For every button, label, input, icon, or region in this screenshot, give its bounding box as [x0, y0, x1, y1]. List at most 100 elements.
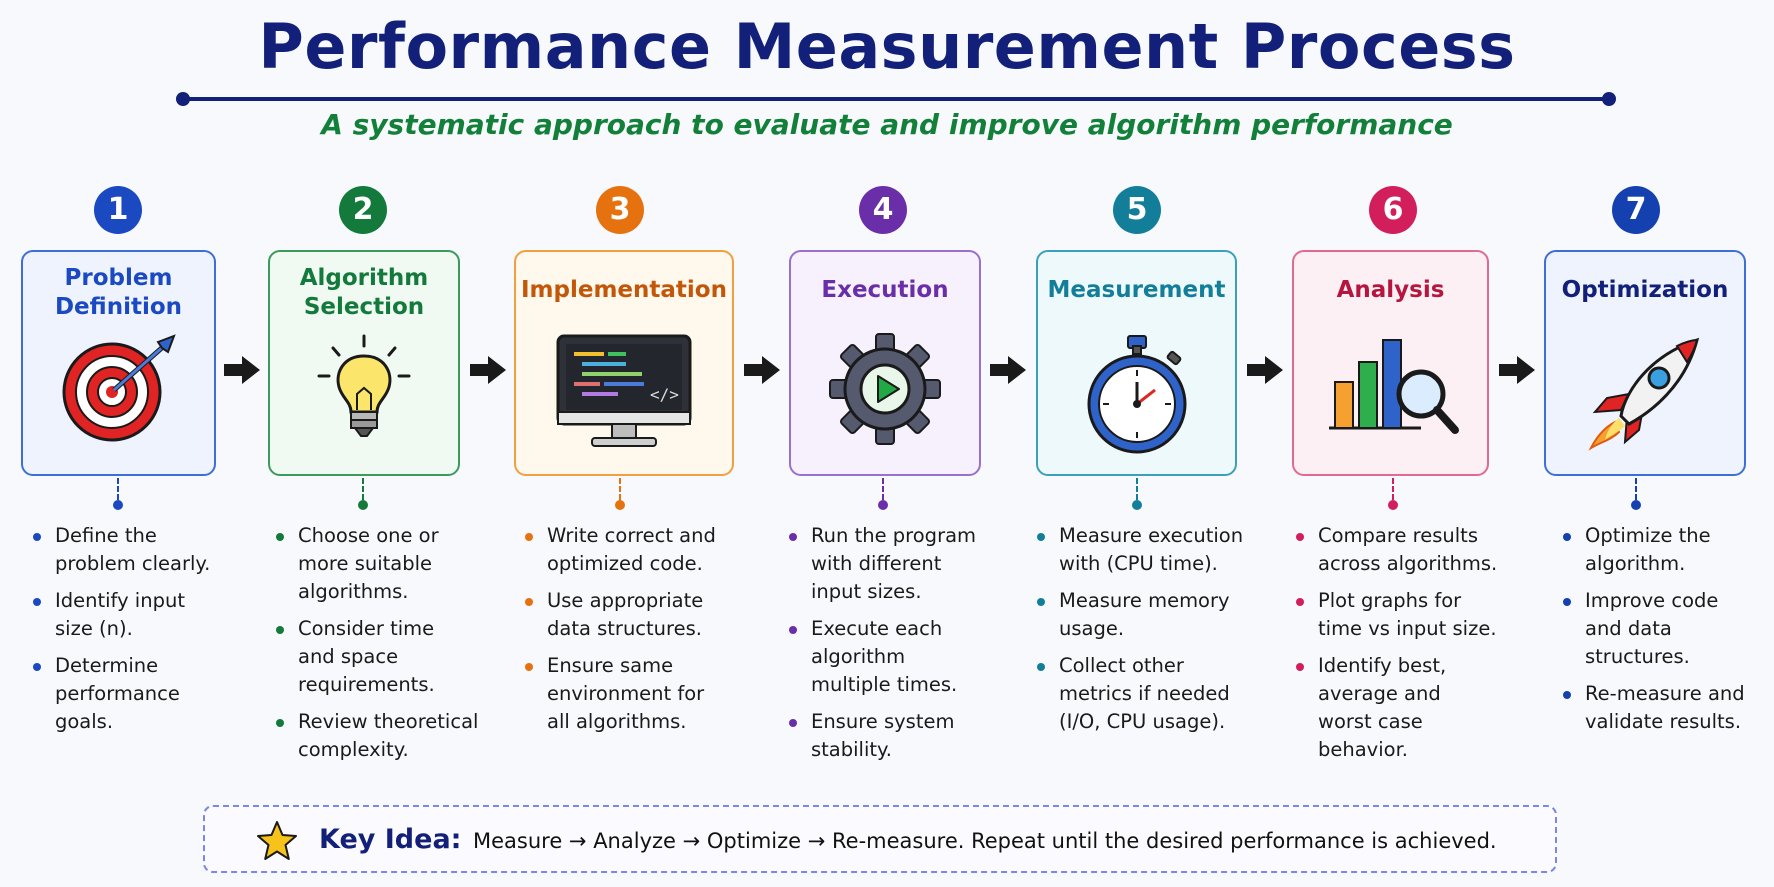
- bullet-text-line: with different: [811, 552, 942, 575]
- connector-dot: [113, 500, 123, 510]
- bullet-text-line: stability.: [811, 738, 892, 761]
- step-number-badge: 1: [94, 186, 142, 234]
- bullet-item: Execute each algorithm multiple times.: [789, 615, 976, 699]
- bullet-text-line: (I/O, CPU usage).: [1059, 710, 1226, 733]
- step-card: Implementation </>: [514, 250, 734, 476]
- bullet-text-line: usage.: [1059, 617, 1125, 640]
- step-card: Measurement: [1036, 250, 1237, 476]
- bullet-text-line: Write correct and: [547, 524, 716, 547]
- bullet-dot: [1296, 533, 1304, 541]
- bullet-item: Identify best, average and worst case behav…: [1296, 652, 1497, 764]
- step-bullet-list: Choose one or more suitable algorithms. Con…: [276, 522, 478, 773]
- underline-right-dot: [1602, 92, 1616, 106]
- bullet-item: Ensure system stability.: [789, 708, 976, 764]
- bullet-dot: [525, 663, 533, 671]
- step-bullet-list: Optimize the algorithm. Improve code and da…: [1563, 522, 1745, 745]
- bullet-text-line: problem clearly.: [55, 552, 211, 575]
- bullet-text-line: algorithm: [811, 645, 906, 668]
- right-arrow-icon: [1245, 354, 1285, 386]
- bullet-text-line: Ensure system: [811, 710, 955, 733]
- monitor-code-icon: </>: [554, 332, 694, 456]
- step-title: Analysis: [1294, 276, 1487, 305]
- bullet-text-line: Identify best,: [1318, 654, 1447, 677]
- bullet-dot: [276, 719, 284, 727]
- bullet-item: Consider time and space requirements.: [276, 615, 478, 699]
- bullet-item: Improve code and data structures.: [1563, 587, 1745, 671]
- bullet-text-line: Identify input: [55, 589, 185, 612]
- bullet-text-line: Consider time: [298, 617, 435, 640]
- step-title: Measurement: [1038, 276, 1235, 305]
- step-connector: [882, 478, 884, 500]
- step-bullet-list: Compare results across algorithms. Plot gr…: [1296, 522, 1497, 773]
- step-connector: [117, 478, 119, 500]
- star-icon: [257, 821, 297, 860]
- page-title: Performance Measurement Process: [258, 10, 1516, 83]
- bullet-text-line: and data: [1585, 617, 1672, 640]
- bullet-item: Plot graphs for time vs input size.: [1296, 587, 1497, 643]
- step-title-line: Algorithm: [299, 265, 429, 291]
- bullet-dot: [33, 598, 41, 606]
- bullet-item: Measure execution with (CPU time).: [1037, 522, 1243, 578]
- step-title: Implementation: [516, 276, 732, 305]
- target-icon: [54, 332, 184, 446]
- step-title: Optimization: [1546, 276, 1744, 305]
- step-card: Algorithm Selection: [268, 250, 460, 476]
- bullet-text-line: Compare results: [1318, 524, 1478, 547]
- bullet-text-line: algorithms.: [298, 580, 409, 603]
- bullet-text-line: Execute each: [811, 617, 943, 640]
- bullet-text-line: all algorithms.: [547, 710, 687, 733]
- bullet-text-line: Define the: [55, 524, 157, 547]
- bullet-text-line: Choose one or: [298, 524, 439, 547]
- step-title-line: Execution: [821, 277, 949, 303]
- step-title-line: Measurement: [1047, 277, 1226, 303]
- bullet-text-line: average and: [1318, 682, 1441, 705]
- bullet-item: Measure memory usage.: [1037, 587, 1243, 643]
- bullet-text-line: input sizes.: [811, 580, 922, 603]
- bullet-dot: [789, 719, 797, 727]
- step-number-badge: 2: [339, 186, 387, 234]
- step-connector: [1635, 478, 1637, 500]
- bullet-text-line: optimized code.: [547, 552, 703, 575]
- connector-dot: [1132, 500, 1142, 510]
- connector-dot: [1388, 500, 1398, 510]
- bullet-dot: [276, 533, 284, 541]
- underline-left-dot: [176, 92, 190, 106]
- bullet-text-line: and space: [298, 645, 399, 668]
- bullet-text-line: environment for: [547, 682, 705, 705]
- step-title: Execution: [791, 276, 979, 305]
- bullet-dot: [789, 626, 797, 634]
- connector-dot: [878, 500, 888, 510]
- step-title-line: Definition: [54, 294, 183, 320]
- svg-text:</>: </>: [650, 385, 679, 404]
- step-title-line: Problem: [64, 265, 173, 291]
- bullet-text-line: Determine: [55, 654, 159, 677]
- step-card: Optimization: [1544, 250, 1746, 476]
- right-arrow-icon: [988, 354, 1028, 386]
- bullet-item: Compare results across algorithms.: [1296, 522, 1497, 578]
- key-idea-label: Key Idea:: [319, 824, 462, 855]
- bullet-dot: [1037, 598, 1045, 606]
- bullet-text-line: Run the program: [811, 524, 977, 547]
- bullet-text-line: with (CPU time).: [1059, 552, 1218, 575]
- bullet-item: Ensure same environment for all algorithms…: [525, 652, 716, 736]
- bullet-text-line: behavior.: [1318, 738, 1408, 761]
- right-arrow-icon: [742, 354, 782, 386]
- bullet-text-line: worst case: [1318, 710, 1423, 733]
- right-arrow-icon: [468, 354, 508, 386]
- key-idea-box: Key Idea: Measure → Analyze → Optimize →…: [203, 805, 1557, 873]
- bullet-text-line: algorithm.: [1585, 552, 1686, 575]
- bullet-dot: [1037, 533, 1045, 541]
- bullet-text-line: structures.: [1585, 645, 1690, 668]
- bullet-dot: [525, 598, 533, 606]
- bullet-text-line: Use appropriate: [547, 589, 704, 612]
- bullet-item: Identify input size (n).: [33, 587, 210, 643]
- connector-dot: [1631, 500, 1641, 510]
- bullet-dot: [525, 533, 533, 541]
- connector-dot: [358, 500, 368, 510]
- bullet-text-line: Measure memory: [1059, 589, 1230, 612]
- step-number-badge: 4: [859, 186, 907, 234]
- step-number-badge: 3: [596, 186, 644, 234]
- step-title-line: Selection: [303, 294, 425, 320]
- bullet-dot: [1563, 598, 1571, 606]
- bullet-item: Use appropriate data structures.: [525, 587, 716, 643]
